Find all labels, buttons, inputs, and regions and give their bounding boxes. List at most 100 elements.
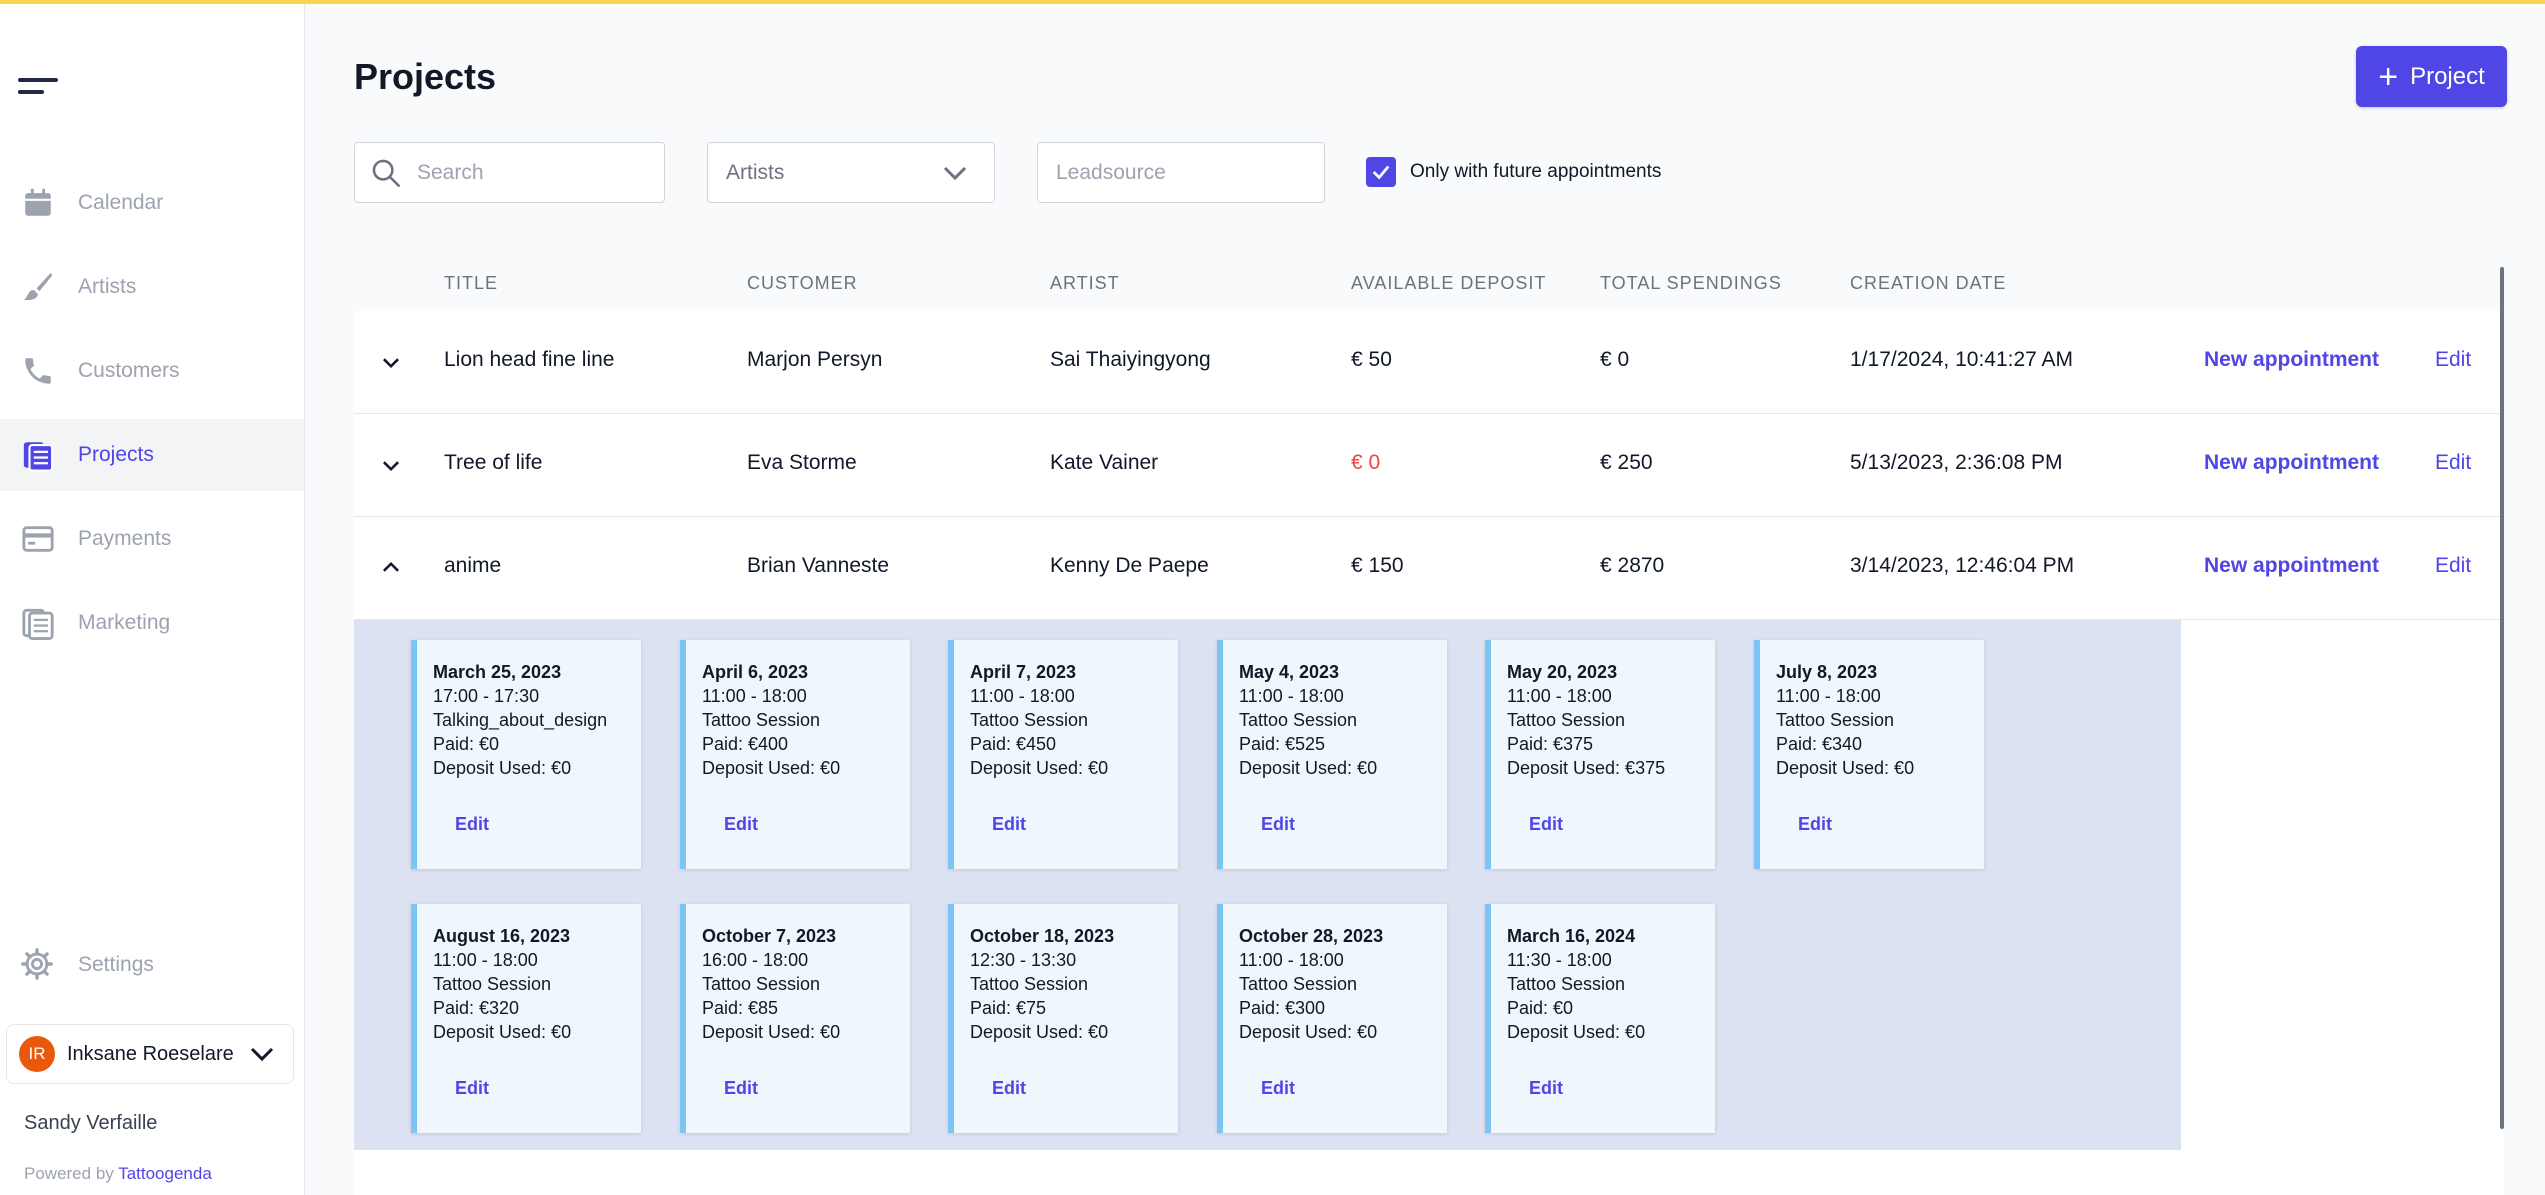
edit-project-link[interactable]: Edit [2435,554,2472,577]
table-row[interactable]: anime Brian Vanneste Kenny De Paepe € 15… [354,517,2502,620]
sidebar-item-settings[interactable]: Settings [0,929,304,1001]
project-customer: Eva Storme [747,451,857,474]
project-artist: Kenny De Paepe [1050,554,1209,577]
brand-link[interactable]: Tattoogenda [118,1164,212,1183]
project-spendings: € 0 [1600,348,1630,371]
column-customer: CUSTOMER [747,273,858,293]
edit-appointment-link[interactable]: Edit [724,1078,758,1098]
project-customer: Marjon Persyn [747,348,883,371]
appointment-time: 11:00 - 18:00 [433,950,538,970]
edit-appointment-link[interactable]: Edit [455,814,489,834]
column-available-deposit: AVAILABLE DEPOSIT [1351,273,1547,293]
appointment-paid: Paid: €300 [1239,998,1326,1018]
sidebar-item-calendar[interactable]: Calendar [0,167,304,239]
search-input[interactable] [417,160,647,185]
collapse-row-button[interactable] [374,551,408,585]
edit-appointment-link[interactable]: Edit [724,814,758,834]
appointment-time: 11:00 - 18:00 [1776,686,1881,706]
menu-toggle-icon[interactable] [18,76,58,98]
appointment-date: May 4, 2023 [1239,662,1340,682]
future-appointments-filter[interactable]: Only with future appointments [1366,157,1661,187]
edit-appointment-link[interactable]: Edit [992,1078,1026,1098]
appointment-time: 16:00 - 18:00 [702,950,809,970]
appointment-deposit: Deposit Used: €375 [1507,758,1666,778]
checkmark-icon [1372,165,1390,180]
sidebar-item-marketing[interactable]: Marketing [0,587,304,659]
appointment-time: 17:00 - 17:30 [433,686,540,706]
expand-row-button[interactable] [374,448,408,482]
edit-appointment-link[interactable]: Edit [1261,814,1295,834]
edit-appointment-link[interactable]: Edit [1798,814,1832,834]
marketing-icon [20,605,56,641]
edit-appointment-link[interactable]: Edit [1529,1078,1563,1098]
edit-appointment-link[interactable]: Edit [455,1078,489,1098]
appointment-paid: Paid: €340 [1776,734,1863,754]
appointment-type: Talking_about_design [433,710,608,730]
new-appointment-link[interactable]: New appointment [2204,451,2380,474]
column-title: TITLE [444,273,499,293]
appointment-date: August 16, 2023 [433,926,571,946]
appointment-time: 12:30 - 13:30 [970,950,1077,970]
column-creation-date: CREATION DATE [1850,273,2007,293]
sidebar-item-projects[interactable]: Projects [0,419,304,491]
project-artist: Kate Vainer [1050,451,1159,474]
search-box [354,142,665,203]
appointment-card: May 20, 2023 11:00 - 18:00 Tattoo Sessio… [1485,640,1715,869]
edit-project-link[interactable]: Edit [2435,451,2472,474]
table-row[interactable]: Tree of life Eva Storme Kate Vainer € 0 … [354,414,2502,517]
appointment-type: Tattoo Session [1776,710,1895,730]
table-row[interactable]: Lion head fine line Marjon Persyn Sai Th… [354,311,2502,414]
powered-by: Powered by Tattoogenda [24,1164,212,1184]
brush-icon [20,269,56,305]
sidebar-item-label: Payments [78,527,172,550]
appointment-date: April 6, 2023 [702,662,809,682]
appointment-date: October 28, 2023 [1239,926,1384,946]
account-select[interactable]: IR Inksane Roeselare [6,1024,294,1084]
settings-label: Settings [78,953,154,976]
edit-appointment-link[interactable]: Edit [1529,814,1563,834]
edit-project-link[interactable]: Edit [2435,348,2472,371]
top-accent-bar [0,0,2545,4]
sidebar-nav: Calendar Artists Customers Projects Paym… [0,167,304,671]
artists-select[interactable]: Artists [707,142,995,203]
project-creation-date: 1/17/2024, 10:41:27 AM [1850,348,2074,371]
appointment-card: May 4, 2023 11:00 - 18:00 Tattoo Session… [1217,640,1447,869]
appointment-type: Tattoo Session [1239,974,1358,994]
edit-appointment-link[interactable]: Edit [1261,1078,1295,1098]
new-appointment-link[interactable]: New appointment [2204,348,2380,371]
powered-by-label: Powered by [24,1164,114,1183]
edit-appointment-link[interactable]: Edit [992,814,1026,834]
appointment-deposit: Deposit Used: €0 [1239,1022,1378,1042]
sidebar-item-label: Calendar [78,191,164,214]
column-total-spendings: TOTAL SPENDINGS [1600,273,1782,293]
chevron-down-icon [943,166,967,180]
phone-icon [20,353,56,389]
sidebar-item-label: Customers [78,359,180,382]
appointment-paid: Paid: €450 [970,734,1057,754]
sidebar-item-customers[interactable]: Customers [0,335,304,407]
future-appointments-checkbox[interactable] [1366,157,1396,187]
sidebar-item-artists[interactable]: Artists [0,251,304,323]
sidebar-item-label: Marketing [78,611,171,634]
account-name: Inksane Roeselare [67,1042,234,1065]
add-project-button[interactable]: + Project [2356,46,2507,107]
appointment-card: August 16, 2023 11:00 - 18:00 Tattoo Ses… [411,904,641,1133]
expand-row-button[interactable] [374,345,408,379]
appointment-time: 11:00 - 18:00 [1507,686,1612,706]
table-scrollbar[interactable] [2500,267,2504,1129]
leadsource-input[interactable] [1056,160,1306,185]
future-appointments-label: Only with future appointments [1410,161,1662,182]
appointment-time: 11:30 - 18:00 [1507,950,1612,970]
appointment-date: March 25, 2023 [433,662,562,682]
chevron-down-icon [383,358,399,369]
new-appointment-link[interactable]: New appointment [2204,554,2380,577]
projects-table: TITLE CUSTOMER ARTIST AVAILABLE DEPOSIT … [354,259,2504,1195]
appointment-card: April 6, 2023 11:00 - 18:00 Tattoo Sessi… [680,640,910,869]
appointment-deposit: Deposit Used: €0 [1776,758,1915,778]
appointment-card: March 16, 2024 11:30 - 18:00 Tattoo Sess… [1485,904,1715,1133]
appointment-date: October 18, 2023 [970,926,1115,946]
appointment-card: March 25, 2023 17:00 - 17:30 Talking_abo… [411,640,641,869]
sidebar: Calendar Artists Customers Projects Paym… [0,4,305,1195]
appointment-date: April 7, 2023 [970,662,1077,682]
sidebar-item-payments[interactable]: Payments [0,503,304,575]
